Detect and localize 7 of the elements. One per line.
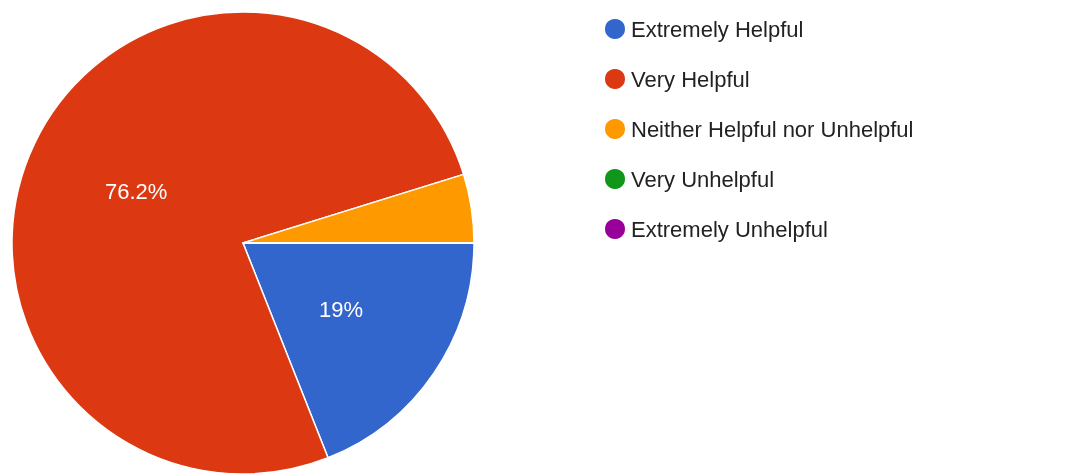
- legend-label: Very Helpful: [631, 66, 750, 92]
- legend-label: Very Unhelpful: [631, 166, 775, 192]
- data-label: 19%: [318, 297, 364, 323]
- legend-label: Extremely Helpful: [631, 16, 804, 42]
- legend-label: Extremely Unhelpful: [631, 216, 828, 242]
- data-label: 76.2%: [104, 179, 168, 205]
- legend-label: Neither Helpful nor Unhelpful: [631, 116, 914, 142]
